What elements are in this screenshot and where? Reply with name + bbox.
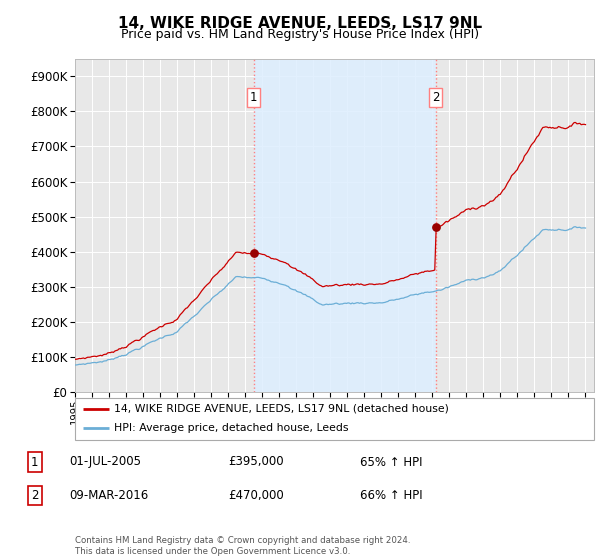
Text: 66% ↑ HPI: 66% ↑ HPI (360, 489, 422, 502)
FancyBboxPatch shape (75, 398, 594, 440)
Text: 2: 2 (432, 91, 439, 104)
Text: 1: 1 (31, 455, 38, 469)
Text: £470,000: £470,000 (228, 489, 284, 502)
Text: £395,000: £395,000 (228, 455, 284, 469)
Text: 65% ↑ HPI: 65% ↑ HPI (360, 455, 422, 469)
Text: 09-MAR-2016: 09-MAR-2016 (69, 489, 148, 502)
Text: 14, WIKE RIDGE AVENUE, LEEDS, LS17 9NL: 14, WIKE RIDGE AVENUE, LEEDS, LS17 9NL (118, 16, 482, 31)
Text: Price paid vs. HM Land Registry's House Price Index (HPI): Price paid vs. HM Land Registry's House … (121, 28, 479, 41)
Bar (254, 59, 436, 392)
Text: 01-JUL-2005: 01-JUL-2005 (69, 455, 141, 469)
Point (431, 223, 440, 232)
Text: 14, WIKE RIDGE AVENUE, LEEDS, LS17 9NL (detached house): 14, WIKE RIDGE AVENUE, LEEDS, LS17 9NL (… (114, 404, 449, 414)
Text: Contains HM Land Registry data © Crown copyright and database right 2024.
This d: Contains HM Land Registry data © Crown c… (75, 536, 410, 556)
Point (249, 249, 259, 258)
Text: 2: 2 (31, 489, 38, 502)
Text: HPI: Average price, detached house, Leeds: HPI: Average price, detached house, Leed… (114, 423, 349, 433)
Text: 1: 1 (250, 91, 257, 104)
